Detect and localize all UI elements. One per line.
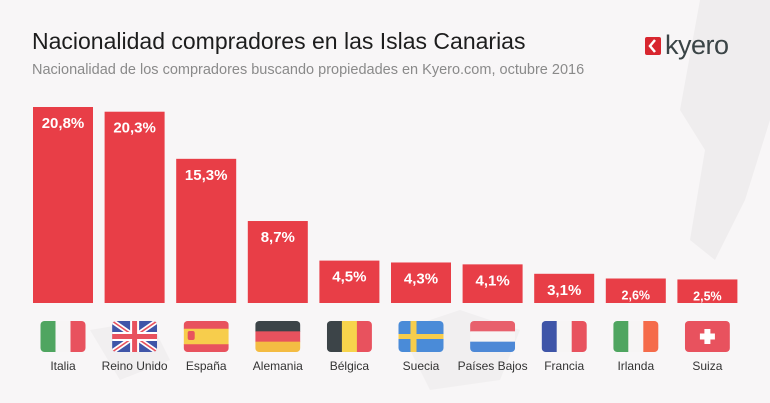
- category-label: Reino Unido: [102, 359, 168, 373]
- flag-es-icon: [183, 321, 229, 352]
- flag-ch-icon: [684, 321, 730, 352]
- data-label: 4,5%: [332, 269, 366, 286]
- bar-ie: [605, 278, 666, 303]
- data-label: 15,3%: [185, 167, 228, 184]
- data-label: 2,6%: [622, 289, 651, 303]
- bar-ch: [677, 279, 738, 303]
- bar-se: [391, 262, 451, 303]
- bar-fr: [534, 273, 595, 303]
- category-label: Alemania: [253, 359, 303, 373]
- logo-text: kyero: [665, 30, 729, 60]
- category-label: Irlanda: [617, 359, 654, 373]
- category-label: Bélgica: [330, 359, 370, 373]
- flag-se-icon: [398, 321, 444, 352]
- data-label: 3,1%: [547, 282, 581, 299]
- bar-be: [319, 260, 380, 303]
- category-label: Suecia: [403, 359, 440, 373]
- bar-gb: [104, 111, 165, 303]
- kyero-logo: kyero: [645, 32, 729, 59]
- chart-subtitle: Nacionalidad de los compradores buscando…: [32, 62, 585, 78]
- category-label: Suiza: [692, 359, 722, 373]
- flag-be-icon: [326, 321, 372, 352]
- bar-de: [247, 221, 308, 303]
- flag-gb-icon: [112, 321, 158, 352]
- data-label: 2,5%: [693, 289, 722, 303]
- flag-nl-icon: [470, 321, 516, 352]
- bar-nl: [462, 264, 523, 303]
- category-label: España: [186, 359, 227, 373]
- category-label: Países Bajos: [458, 359, 528, 373]
- kyero-logo-icon: [645, 36, 661, 55]
- category-label: Francia: [544, 359, 584, 373]
- data-label: 8,7%: [261, 229, 295, 246]
- chart-title: Nacionalidad compradores en las Islas Ca…: [32, 28, 526, 54]
- flag-it-icon: [40, 321, 86, 352]
- flag-de-icon: [255, 321, 301, 352]
- data-label: 4,1%: [475, 272, 509, 289]
- data-label: 20,3%: [113, 120, 156, 137]
- bar-it: [33, 107, 93, 303]
- bar-es: [176, 158, 237, 303]
- flag-ie-icon: [613, 321, 659, 352]
- flag-fr-icon: [541, 321, 587, 352]
- data-label: 20,8%: [42, 115, 85, 132]
- data-label: 4,3%: [404, 270, 438, 287]
- category-label: Italia: [50, 359, 76, 373]
